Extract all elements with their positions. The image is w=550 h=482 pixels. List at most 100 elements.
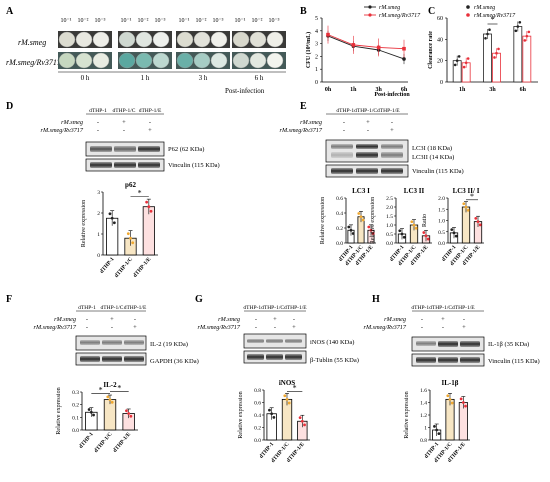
y-tick-label: 1 xyxy=(424,426,427,432)
protein-band xyxy=(356,144,378,149)
protein-band xyxy=(356,152,378,158)
y-axis-title: Relative expression xyxy=(320,197,326,244)
data-point xyxy=(369,228,373,232)
condition-mark: - xyxy=(111,324,113,331)
chart-title: LC3 I xyxy=(352,187,370,195)
protein-band xyxy=(331,168,353,174)
protein-band xyxy=(114,146,136,152)
band-label: IL-2 (19 KDa) xyxy=(150,341,188,348)
data-point xyxy=(488,28,491,32)
lane-header: dTHP-1/E xyxy=(124,305,147,311)
data-point xyxy=(298,416,302,420)
bacterial-colony xyxy=(135,31,153,48)
y-axis-title: Relative expression xyxy=(81,200,87,247)
x-tick-label: dTHP-1 xyxy=(78,431,95,450)
legend-label: rM.smeg/Rv3717 xyxy=(379,13,421,19)
dilution-label: 10⁻¹ xyxy=(121,18,132,24)
data-point xyxy=(426,237,430,241)
legend-label: rM.smeg xyxy=(474,5,495,11)
data-point xyxy=(466,57,470,60)
data-point xyxy=(287,401,291,405)
y-axis-title: Relative expression xyxy=(238,391,244,438)
data-point xyxy=(424,234,428,238)
x-tick-label: 6h xyxy=(520,87,527,93)
data-point xyxy=(525,34,529,38)
legend-marker xyxy=(368,5,372,9)
data-point xyxy=(357,212,361,215)
dilution-label: 10⁻¹ xyxy=(61,18,72,24)
protein-band xyxy=(331,144,353,149)
x-tick-label: 6h xyxy=(401,87,408,93)
dilution-label: 10⁻² xyxy=(78,18,89,24)
y-tick-label: 1.5 xyxy=(386,214,393,220)
y-tick-label: 5 xyxy=(315,16,318,22)
data-point xyxy=(497,47,500,51)
condition-label: rM.smeg xyxy=(300,119,322,126)
protein-band xyxy=(102,356,122,362)
legend-label: rM.smeg/Rv3717 xyxy=(474,13,516,19)
data-point xyxy=(347,225,351,229)
band-label: Vinculin (115 KDa) xyxy=(412,168,464,175)
series-line xyxy=(327,34,405,50)
data-point xyxy=(110,400,114,404)
data-point xyxy=(455,59,459,62)
data-point xyxy=(371,232,375,235)
bar-chart-F_IL2: 0.0 0.1 0.2 0.3 IL-2 Relative expression dTHP-… xyxy=(56,381,138,454)
bacterial-colony xyxy=(152,52,170,69)
panel-label: E xyxy=(300,101,307,112)
protein-band xyxy=(114,162,136,168)
y-tick-label: 0.5 xyxy=(386,232,393,238)
y-tick-label: 60 xyxy=(437,16,443,22)
bar-chart-E_LC3II: 0.0 0.5 1.0 1.5 2.0 2.5 LC3 II Relative express… xyxy=(370,187,432,267)
y-tick-label: 1.0 xyxy=(386,223,393,229)
y-tick-label: 0.0 xyxy=(72,428,79,434)
bar xyxy=(513,26,523,83)
bacterial-colony xyxy=(58,52,76,69)
protein-band xyxy=(247,354,264,360)
chart-title: LC3 II xyxy=(404,187,425,195)
y-tick-label: 0.6 xyxy=(336,196,343,202)
post-infection-label: Post-infection xyxy=(225,87,265,95)
bacterial-colony xyxy=(210,31,228,48)
protein-band xyxy=(80,340,100,345)
bacterial-colony xyxy=(75,31,93,48)
data-point xyxy=(129,236,132,240)
data-point xyxy=(402,46,406,51)
protein-band xyxy=(381,144,403,149)
panel-label: H xyxy=(372,294,380,305)
data-point xyxy=(462,202,466,206)
data-point xyxy=(110,216,114,220)
y-tick-label: 1 xyxy=(97,232,100,238)
panel-label: F xyxy=(6,294,12,305)
y-tick-label: 0 xyxy=(440,80,443,86)
condition-label: rM.smeg/Rv3717 xyxy=(280,127,323,134)
bacterial-colony xyxy=(152,31,170,48)
blot-membrane xyxy=(325,139,409,163)
y-tick-label: 3 xyxy=(315,42,318,48)
chart-b-cfu: B 0 1 2 3 4 5 0h 1h 3h 6h CFU (10⁴/mL) Post-infecti… xyxy=(300,5,421,98)
data-point xyxy=(112,221,116,225)
y-tick-label: 0.1 xyxy=(72,415,79,421)
condition-mark: - xyxy=(343,127,345,134)
band-label: LC3II (14 KDa) xyxy=(412,154,454,161)
data-point xyxy=(272,415,276,419)
data-point xyxy=(127,412,131,415)
bacterial-colony xyxy=(266,31,284,48)
data-point xyxy=(87,408,91,411)
y-tick-label: 0.6 xyxy=(254,401,261,407)
bar xyxy=(483,33,492,83)
condition-mark: - xyxy=(463,316,465,323)
bacterial-colony xyxy=(249,31,267,48)
y-tick-label: 2 xyxy=(97,211,100,217)
data-point xyxy=(453,63,457,67)
time-labels: 0 h 1 h 3 h 6 h xyxy=(81,74,264,82)
band-label: Vinculin (115 KDa) xyxy=(168,162,220,169)
y-axis-title: Clearance rate xyxy=(428,31,434,69)
protein-band xyxy=(438,357,458,363)
